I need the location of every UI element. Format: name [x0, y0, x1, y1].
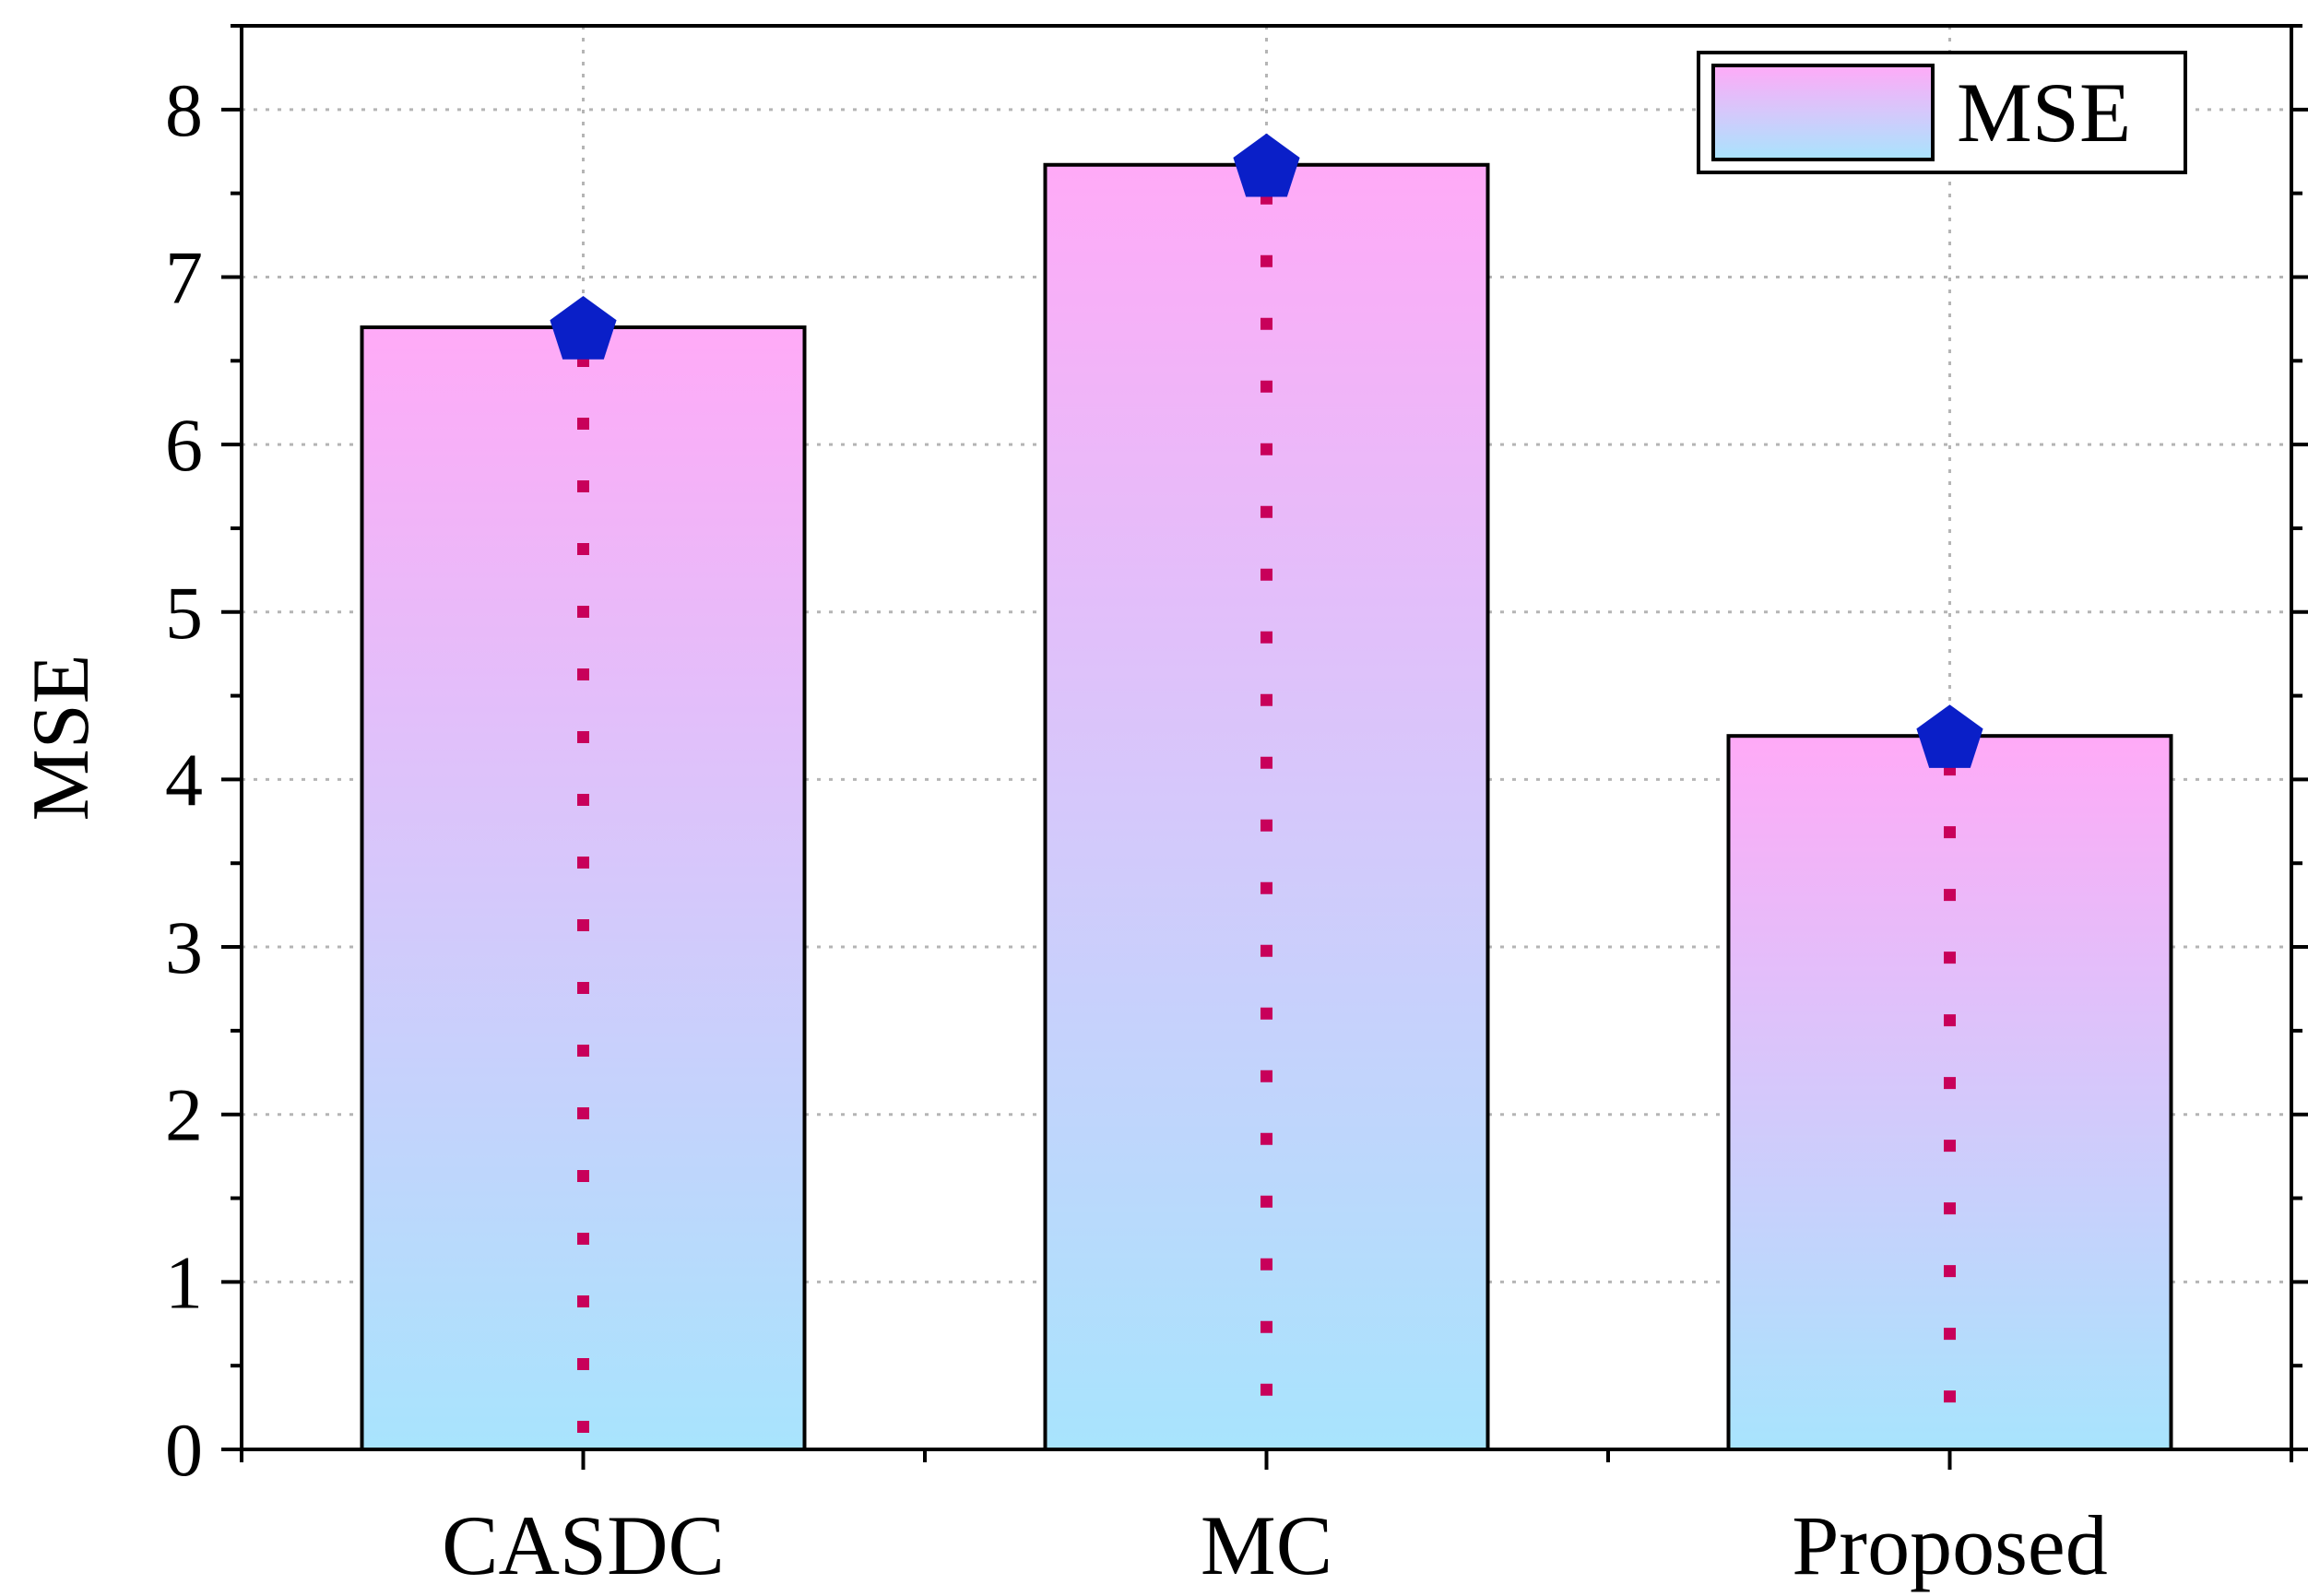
marker-mc	[1233, 133, 1300, 197]
bar-proposed	[1726, 734, 2173, 1451]
marker-casdc	[550, 296, 617, 360]
y-tick-label-7: 7	[165, 235, 203, 319]
bar-mc	[1043, 162, 1490, 1451]
y-tick-label-6: 6	[165, 403, 203, 487]
y-tick-label-5: 5	[165, 571, 203, 655]
x-tick-label-proposed: Proposed	[1792, 1498, 2107, 1592]
y-tick-label-8: 8	[165, 68, 203, 152]
y-tick-label-3: 3	[165, 905, 203, 989]
x-tick-label-casdc: CASDC	[442, 1498, 725, 1592]
y-tick-label-2: 2	[165, 1073, 203, 1157]
legend-label: MSE	[1957, 65, 2131, 160]
marker-proposed	[1916, 704, 1983, 768]
bar-casdc	[360, 325, 807, 1451]
axes	[221, 24, 2308, 1470]
x-tick-label-mc: MC	[1201, 1498, 1332, 1592]
labels: 0 1 2 3 4 5 6 7 8 CASDC MC Proposed MSE	[17, 68, 2108, 1592]
y-tick-label-4: 4	[165, 738, 203, 822]
y-tick-label-1: 1	[165, 1240, 203, 1324]
y-tick-label-0: 0	[165, 1408, 203, 1492]
bars	[360, 133, 2173, 1451]
legend-swatch	[1711, 64, 1935, 161]
y-axis-label: MSE	[17, 655, 106, 822]
legend: MSE	[1697, 51, 2187, 174]
